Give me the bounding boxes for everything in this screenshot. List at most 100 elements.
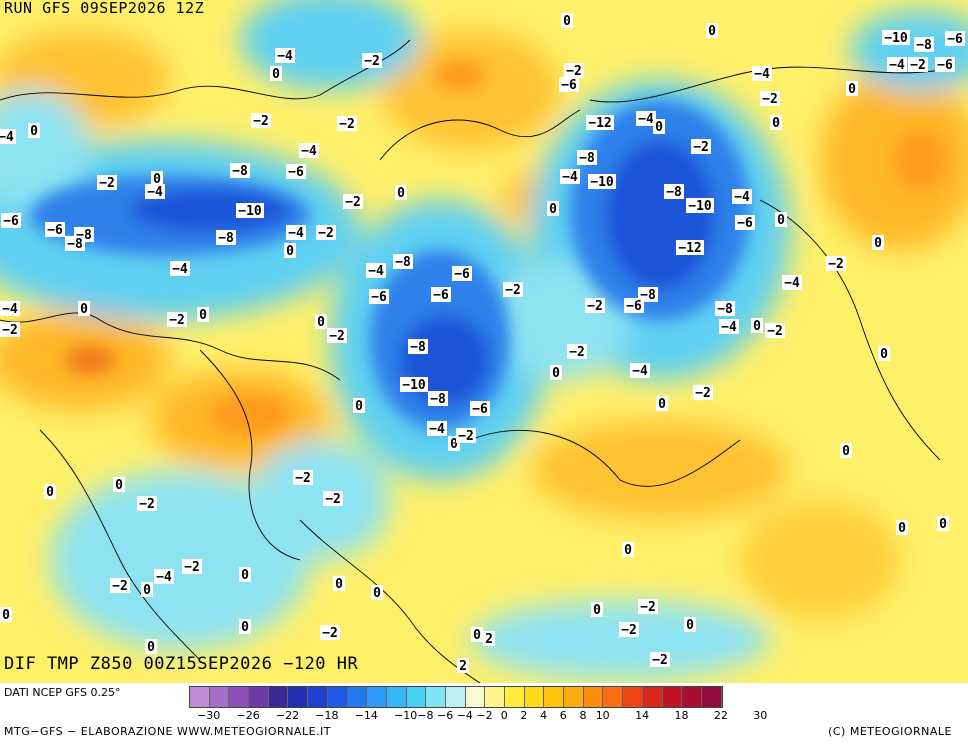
contour-label-text: −8 bbox=[67, 237, 83, 252]
credit-right: (C) METEOGIORNALE bbox=[828, 725, 952, 738]
contour-label: −8 bbox=[914, 37, 934, 53]
contour-label-text: −2 bbox=[652, 653, 668, 668]
contour-label: 2 bbox=[457, 658, 469, 674]
color-scale-ticks: −30 −26 −22 −18 −14 −10 −8 −6 −4 −2 0 2 4 6 8 10 14 18 22 3… bbox=[189, 709, 968, 723]
color-scale-tick-label: 4 bbox=[540, 709, 548, 722]
contour-label: −8 bbox=[715, 301, 735, 317]
contour-label: −6 bbox=[945, 31, 965, 47]
contour-label-bg bbox=[0, 607, 12, 622]
contour-label: −2 bbox=[760, 91, 780, 107]
contour-label-text: 0 bbox=[552, 366, 560, 381]
contour-label-text: −6 bbox=[561, 78, 577, 93]
contour-label-text: −8 bbox=[218, 231, 234, 246]
color-scale-tick-label: 0 bbox=[500, 709, 508, 722]
contour-label-text: −2 bbox=[169, 313, 185, 328]
contour-label: −2 bbox=[327, 328, 347, 344]
contour-label: −4 bbox=[636, 111, 656, 127]
contour-label-bg bbox=[316, 225, 336, 240]
contour-label-bg bbox=[560, 169, 580, 184]
contour-label-bg bbox=[0, 301, 20, 316]
contour-label-bg bbox=[765, 323, 785, 338]
contour-label-text: 2 bbox=[459, 659, 467, 674]
contour-label: −2 bbox=[567, 344, 587, 360]
contour-label: 0 bbox=[775, 212, 787, 228]
contour-label-text: 0 bbox=[46, 485, 54, 500]
contour-label-bg bbox=[286, 164, 306, 179]
color-swatch bbox=[209, 687, 230, 707]
contour-label-text: 0 bbox=[874, 236, 882, 251]
contour-label-text: −2 bbox=[99, 176, 115, 191]
color-swatch bbox=[583, 687, 604, 707]
contour-label-text: −4 bbox=[632, 364, 648, 379]
contour-label-bg bbox=[945, 31, 965, 46]
contour-label: −4 bbox=[719, 319, 739, 335]
contour-label: −10 bbox=[236, 203, 264, 219]
contour-label: −12 bbox=[676, 240, 704, 256]
contour-label: −6 bbox=[45, 222, 65, 238]
contour-label-text: 0 bbox=[753, 319, 761, 334]
contour-label-text: −2 bbox=[318, 226, 334, 241]
contour-label-text: −8 bbox=[666, 185, 682, 200]
contour-label-text: −2 bbox=[2, 323, 18, 338]
contour-label-bg bbox=[732, 189, 752, 204]
contour-label: 0 bbox=[197, 307, 209, 323]
contour-label-text: −4 bbox=[368, 264, 384, 279]
contour-label-text: −2 bbox=[569, 345, 585, 360]
color-scale-tick-label: 2 bbox=[520, 709, 528, 722]
contour-label-bg bbox=[826, 256, 846, 271]
color-swatch bbox=[268, 687, 289, 707]
contour-label: −4 bbox=[286, 225, 306, 241]
contour-label-bg bbox=[371, 585, 383, 600]
color-swatch bbox=[465, 687, 486, 707]
contour-label-bg bbox=[470, 401, 490, 416]
contour-label-bg bbox=[585, 298, 605, 313]
contour-label-text: −2 bbox=[364, 54, 380, 69]
color-swatch bbox=[603, 687, 624, 707]
contour-label: −2 bbox=[619, 622, 639, 638]
contour-label: −8 bbox=[65, 236, 85, 252]
contour-label-text: 0 bbox=[772, 116, 780, 131]
temperature-anomaly-map: 0 0 −10 −8 −6 −4 −2 −4 −2 −6 0 −2 −6 −4 0 −2 −4 0 −2 −2 −12−… bbox=[0, 0, 968, 683]
contour-label-bg bbox=[656, 396, 668, 411]
color-swatch bbox=[229, 687, 250, 707]
color-scale-tick-label: −4 bbox=[456, 709, 473, 722]
contour-label-text: −2 bbox=[325, 492, 341, 507]
contour-label-bg bbox=[760, 91, 780, 106]
contour-label: −2 bbox=[693, 385, 713, 401]
contour-label-bg bbox=[275, 48, 295, 63]
color-swatch bbox=[662, 687, 683, 707]
contour-label-bg bbox=[431, 287, 451, 302]
contour-label-bg bbox=[366, 263, 386, 278]
contour-label-text: 0 bbox=[939, 517, 947, 532]
contour-label: 0 bbox=[751, 318, 763, 334]
contour-label-text: −6 bbox=[47, 223, 63, 238]
contour-label-bg bbox=[369, 289, 389, 304]
contour-label-bg bbox=[239, 619, 251, 634]
contour-label-text: −2 bbox=[762, 92, 778, 107]
contour-label: 0 bbox=[0, 607, 12, 623]
contour-label-text: 0 bbox=[272, 67, 280, 82]
contour-label-bg bbox=[1, 213, 21, 228]
color-swatch bbox=[249, 687, 269, 707]
contour-label-text: −6 bbox=[937, 58, 953, 73]
contour-label: −2 bbox=[167, 312, 187, 328]
contour-label-bg bbox=[550, 365, 562, 380]
contour-label-bg bbox=[715, 301, 735, 316]
contour-label-text: 0 bbox=[143, 583, 151, 598]
contour-label-bg bbox=[706, 23, 718, 38]
contour-label: 0 bbox=[656, 396, 668, 412]
contour-label-text: 0 bbox=[241, 568, 249, 583]
contour-label-bg bbox=[782, 275, 802, 290]
contour-label-text: −12 bbox=[678, 241, 701, 256]
contour-label: −12 bbox=[586, 115, 614, 131]
contour-label-text: 0 bbox=[898, 521, 906, 536]
color-scale-tick-label: 10 bbox=[595, 709, 610, 722]
contour-label-bg bbox=[0, 322, 20, 337]
contour-label-text: −2 bbox=[621, 623, 637, 638]
contour-label-bg bbox=[653, 119, 665, 134]
contour-label-bg bbox=[197, 307, 209, 322]
contour-label-text: −2 bbox=[295, 471, 311, 486]
contour-label: 0 bbox=[653, 119, 665, 135]
contour-label-text: −4 bbox=[172, 262, 188, 277]
contour-label-bg bbox=[428, 391, 448, 406]
